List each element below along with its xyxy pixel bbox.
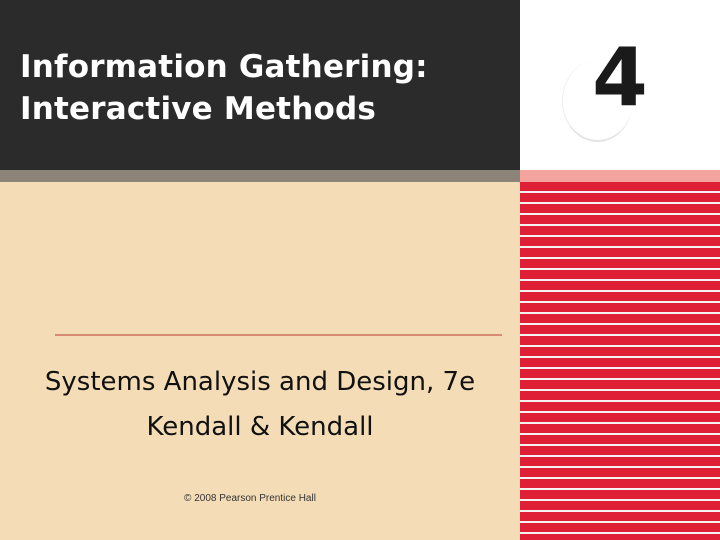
book-title: Systems Analysis and Design, 7e [44,367,476,397]
title-line-2: Interactive Methods [20,91,377,127]
title-line-1: Information Gathering: [20,49,428,85]
title-band: Information Gathering: Interactive Metho… [0,0,520,170]
slide-title: Information Gathering: Interactive Metho… [20,46,510,130]
accent-strip [520,170,720,182]
red-stripes-decoration [520,182,720,540]
chapter-number-panel: 4 [520,0,720,170]
chapter-number: 4 [592,31,648,124]
swoosh-decoration [562,60,633,142]
divider-line [55,334,502,336]
authors: Kendall & Kendall [146,412,374,442]
copyright-notice: © 2008 Pearson Prentice Hall [184,493,316,504]
title-underline-strip [0,170,520,182]
subtitle: Systems Analysis and Design, 7e Kendall … [0,360,520,450]
